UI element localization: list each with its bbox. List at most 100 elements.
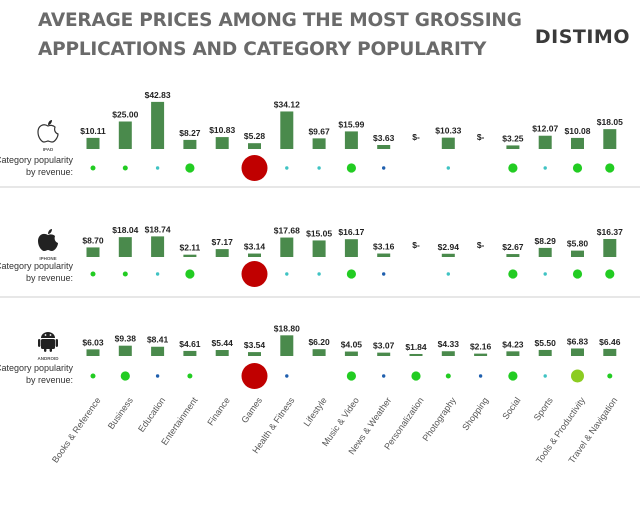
bar: [474, 353, 488, 356]
popularity-dot: [187, 373, 193, 379]
popularity-dot: [543, 272, 547, 276]
popularity-label-line-2: by revenue:: [26, 375, 73, 385]
apple-icon: [37, 120, 59, 143]
bar: [118, 237, 132, 257]
value-label: $4.61: [179, 339, 201, 349]
value-label: $3.25: [502, 133, 524, 143]
value-label: $6.83: [567, 336, 589, 346]
popularity-label-line-2: by revenue:: [26, 273, 73, 283]
bar: [571, 348, 584, 356]
bar: [441, 137, 455, 149]
popularity-dot: [346, 371, 356, 381]
popularity-dot: [317, 272, 321, 276]
popularity-label-line-1: Category popularity: [0, 155, 73, 165]
category-label: Books & Reference: [50, 395, 103, 464]
popularity-dot: [508, 269, 518, 279]
android-icon-head: [41, 332, 55, 338]
popularity-dot: [607, 373, 613, 379]
popularity-dot: [382, 166, 386, 170]
bar: [506, 351, 520, 356]
bar: [312, 240, 326, 257]
apple-icon-body: [38, 233, 58, 251]
popularity-dot: [120, 371, 130, 381]
value-label: $10.83: [209, 125, 235, 135]
value-label: $5.28: [244, 131, 266, 141]
popularity-dot: [155, 374, 160, 378]
value-label: $18.05: [597, 117, 623, 127]
apple-icon-leaf: [48, 120, 52, 125]
value-label: $25.00: [112, 110, 138, 120]
value-label: $4.05: [341, 340, 363, 350]
popularity-dot: [445, 373, 451, 379]
platform-label: ANDROID: [38, 356, 60, 361]
popularity-dot: [122, 271, 128, 277]
value-label: $12.07: [532, 124, 558, 134]
value-label: $-: [412, 240, 420, 250]
popularity-dot: [185, 269, 195, 279]
bar: [86, 247, 100, 257]
value-label: $9.38: [115, 334, 137, 344]
popularity-label-line-1: Category popularity: [0, 261, 73, 271]
popularity-dot: [346, 163, 356, 173]
bar: [118, 121, 132, 149]
bar: [86, 137, 100, 149]
bar: [377, 253, 391, 257]
bar: [409, 353, 423, 356]
popularity-dot: [446, 272, 450, 276]
apple-icon-leaf: [48, 229, 52, 234]
bar: [506, 254, 520, 257]
popularity-dot: [285, 272, 289, 276]
popularity-dot: [241, 155, 268, 181]
android-icon-arm: [55, 339, 58, 347]
bar: [603, 348, 617, 356]
android-icon: [38, 332, 58, 352]
platform-label: IPHONE: [39, 256, 56, 261]
popularity-dot: [90, 271, 96, 277]
category-label: Social: [500, 395, 522, 421]
bar: [248, 143, 261, 149]
value-label: $5.50: [535, 338, 557, 348]
category-label: Finance: [205, 395, 232, 427]
popularity-dot: [285, 374, 289, 378]
popularity-dot: [241, 261, 268, 287]
value-label: $2.16: [470, 342, 492, 352]
android-icon-body: [41, 339, 55, 349]
panel-ipad: IPAD Category popularity by revenue: $10.11…: [0, 90, 623, 181]
popularity-dot: [346, 269, 356, 279]
popularity-dot: [122, 165, 128, 171]
chart-title-line-1: AVERAGE PRICES AMONG THE MOST GROSSING: [38, 10, 522, 31]
popularity-dot: [185, 163, 195, 173]
platform-label: IPAD: [43, 147, 54, 152]
popularity-label-line-1: Category popularity: [0, 363, 73, 373]
value-label: $3.07: [373, 341, 395, 351]
bar: [248, 253, 261, 257]
bar: [280, 111, 294, 149]
value-label: $3.14: [244, 242, 266, 252]
bar: [603, 129, 617, 149]
popularity-dot: [446, 166, 450, 170]
value-label: $6.03: [82, 337, 104, 347]
brand-logo: DISTIMO: [534, 26, 630, 48]
bar: [280, 335, 294, 356]
value-label: $6.46: [599, 337, 621, 347]
bar: [86, 349, 100, 356]
bar: [377, 352, 391, 356]
bar: [215, 249, 229, 257]
bar: [183, 350, 197, 356]
bar: [538, 349, 552, 356]
chart-title: AVERAGE PRICES AMONG THE MOST GROSSING A…: [38, 6, 522, 64]
bar: [215, 137, 229, 149]
bar: [571, 137, 584, 149]
value-label: $4.23: [502, 339, 524, 349]
popularity-dot: [90, 373, 96, 379]
value-label: $18.04: [112, 225, 138, 235]
popularity-dot: [382, 374, 386, 378]
popularity-dot: [543, 374, 547, 378]
android-icon-leg: [49, 348, 52, 352]
category-label: Games: [239, 395, 264, 425]
value-label: $10.11: [80, 126, 106, 136]
apple-icon: [38, 229, 58, 251]
bar: [312, 138, 326, 149]
bar: [151, 346, 165, 356]
